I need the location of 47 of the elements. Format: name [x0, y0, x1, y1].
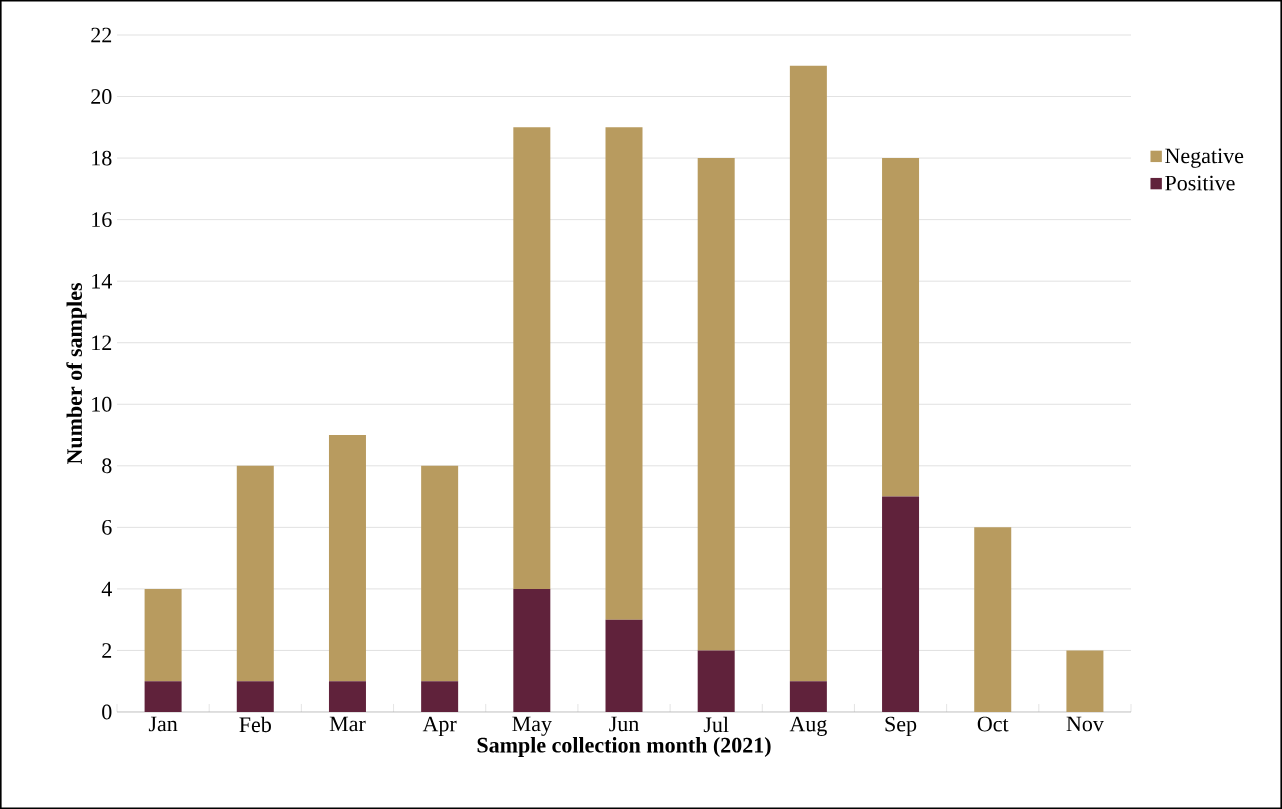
bar [882, 158, 920, 497]
bar [974, 527, 1012, 712]
x-axis-title: Sample collection month (2021) [477, 737, 771, 758]
bar [236, 465, 274, 682]
bar [789, 65, 827, 682]
legend-label: Positive [1165, 175, 1235, 191]
bar [421, 465, 459, 682]
bar [513, 127, 551, 589]
x-tick-label: Jun [609, 716, 639, 732]
y-tick-label: 12 [92, 335, 112, 350]
bar [421, 681, 459, 712]
bar [697, 650, 735, 712]
bar [882, 496, 920, 712]
y-tick-label: 20 [91, 89, 112, 104]
bar [789, 681, 827, 712]
legend-label: Negative [1165, 148, 1244, 168]
y-tick-label: 22 [91, 27, 112, 43]
x-tick-label: Mar [329, 716, 366, 732]
x-tick-label: Sep [885, 716, 917, 736]
y-tick-label: 16 [92, 212, 112, 228]
bar [605, 619, 643, 712]
x-tick-label: Jan [148, 716, 178, 732]
y-tick-label: 10 [92, 396, 112, 412]
y-tick-label: 14 [92, 273, 112, 289]
bar [328, 435, 366, 682]
x-tick-label: Apr [422, 716, 457, 736]
bar [236, 681, 274, 712]
bar [1066, 650, 1104, 712]
bar [144, 681, 182, 712]
y-tick-label: 4 [101, 581, 112, 597]
x-tick-label: Oct [977, 716, 1009, 732]
x-tick-label: Feb [239, 716, 271, 733]
x-tick-label: Jul [703, 716, 729, 733]
y-tick-label: 0 [102, 704, 112, 720]
x-tick-label: Aug [789, 716, 827, 736]
bar [328, 681, 366, 712]
y-tick-label: 18 [92, 150, 112, 166]
y-tick-label: 8 [102, 458, 112, 474]
x-tick-label: Nov [1066, 716, 1104, 732]
bar [605, 127, 643, 620]
x-tick-label: May [512, 716, 552, 736]
bar [697, 158, 735, 651]
bar [513, 588, 551, 712]
y-tick-label: 6 [102, 519, 112, 535]
y-tick-label: 2 [102, 643, 112, 658]
y-axis-title: Number of samples [66, 282, 87, 465]
bar [144, 588, 182, 682]
